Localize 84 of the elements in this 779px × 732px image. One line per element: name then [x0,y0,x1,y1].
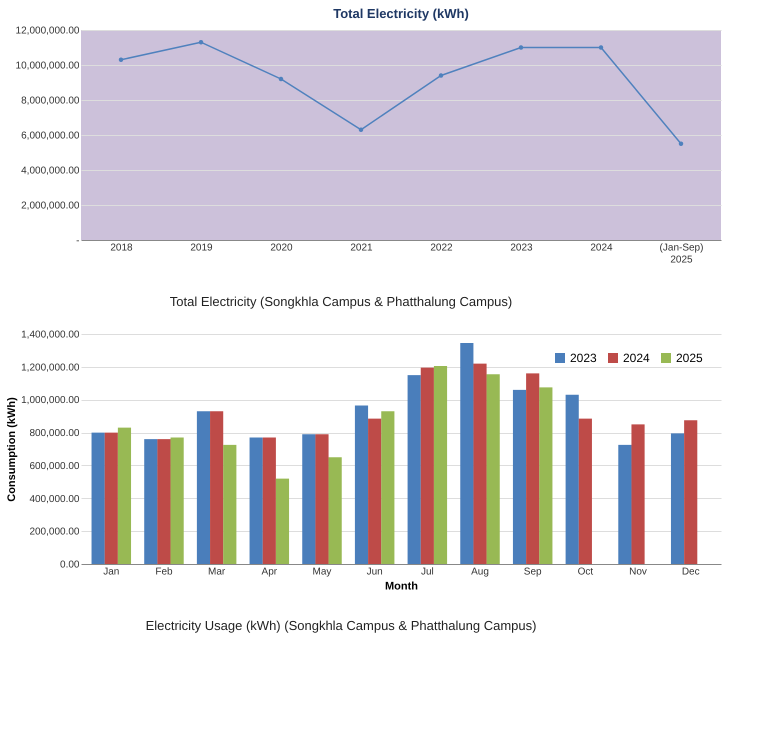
x-tick-label: Jun [366,566,383,578]
x-tick-label: Oct [578,566,594,578]
bar [670,433,684,564]
bar [104,432,118,564]
x-tick-label: Dec [682,566,700,578]
bar [473,364,487,564]
legend-label: 2023 [570,351,598,365]
y-tick-label: 0.00 [60,560,80,570]
point [598,45,604,50]
x-axis-title: Month [385,580,418,592]
x-tick-label: Sep [524,566,542,578]
x-tick-label: (Jan-Sep) 2025 [660,242,704,266]
bar [486,374,500,564]
bar [381,411,394,564]
bar [315,434,329,564]
x-tick-label: 2022 [430,242,454,254]
x-tick-label: Mar [208,566,226,578]
point [518,45,524,50]
bar [328,457,342,564]
point [438,73,444,78]
y-tick-label: 1,000,000.00 [21,395,80,406]
bar [512,390,526,564]
text: Electricity Usage (kWh) (Songkhla Campus & Phatthalung Campus) [146,618,536,633]
bar [144,439,158,564]
bar [276,478,290,564]
x-tick-label: Jan [103,566,120,578]
x-tick-label: Nov [629,566,647,578]
point [118,58,124,62]
bar [302,434,316,564]
bar [566,394,579,564]
y-axis-title: Consumption (kWh) [6,396,18,502]
bar [92,432,105,564]
bar [118,428,132,564]
y-tick-label: 6,000,000.00 [21,130,80,142]
x-tick-label: Apr [262,566,278,578]
y-tick-label: 1,400,000.00 [21,330,80,340]
text: Total Electricity (Songkhla Campus & Phatthalung Campus) [170,294,512,309]
legend-label: 2024 [623,351,650,365]
x-tick-label: Aug [471,566,489,578]
y-tick-label: 8,000,000.00 [21,96,80,106]
y-tick-label: 12,000,000.00 [16,26,80,36]
y-tick-label: 1,200,000.00 [21,362,80,374]
y-tick-label: 4,000,000.00 [21,166,80,176]
point [358,128,364,132]
y-tick-label: 800,000.00 [29,428,80,440]
bar [250,438,263,564]
bar [210,411,224,564]
bar [539,387,552,564]
bar [157,439,171,564]
bar [170,438,184,564]
y-tick-label: - [76,236,80,246]
y-tick-label: 2,000,000.00 [21,200,80,212]
bar [684,420,698,564]
point [198,40,204,44]
chart-title: Total Electricity (kWh) [333,6,469,21]
y-tick-label: 10,000,000.00 [16,60,80,72]
x-tick-label: May [312,566,332,578]
x-tick-label: 2023 [510,242,534,254]
point [678,142,684,146]
bar [368,418,382,564]
bar [223,444,236,564]
bar [420,368,434,564]
x-tick-label: 2019 [190,242,214,254]
bar [262,438,276,564]
bar [354,405,368,564]
y-tick-label: 600,000.00 [29,460,80,472]
bar [196,411,210,564]
bar [526,373,540,564]
bar [408,375,421,564]
bar [578,418,592,564]
y-tick-label: 400,000.00 [29,494,80,505]
y-tick-label: 200,000.00 [29,526,80,538]
x-tick-label: 2018 [110,242,134,254]
point [278,76,284,82]
bar [618,444,632,564]
x-tick-label: Feb [155,566,174,578]
bar [434,366,448,564]
x-tick-label: Jul [420,566,434,578]
bar [460,343,474,564]
bar [631,424,645,564]
x-tick-label: 2024 [590,242,614,254]
x-tick-label: 2021 [350,242,374,254]
x-tick-label: 2020 [270,242,294,254]
legend-label: 2025 [676,351,704,365]
